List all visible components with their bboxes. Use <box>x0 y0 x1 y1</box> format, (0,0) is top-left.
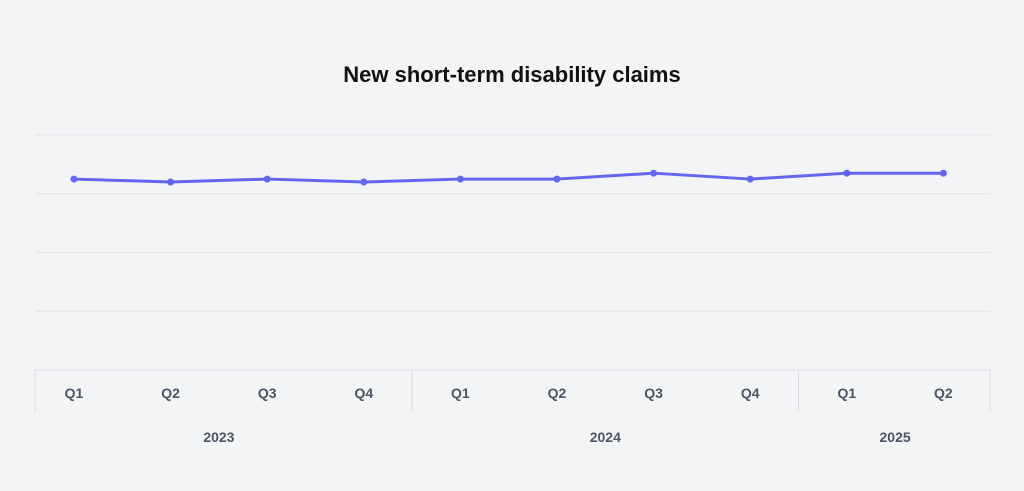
x-tick-label: Q3 <box>644 385 663 401</box>
x-tick-label: Q4 <box>741 385 760 401</box>
data-point <box>360 178 368 186</box>
data-point <box>70 175 78 183</box>
x-tick-label: Q4 <box>354 385 373 401</box>
data-point <box>553 175 561 183</box>
data-point <box>939 169 947 177</box>
x-tick-label: Q3 <box>258 385 277 401</box>
x-tick-label: Q2 <box>161 385 180 401</box>
x-tick-label: Q1 <box>65 385 84 401</box>
x-tick-label: Q2 <box>934 385 953 401</box>
data-point <box>746 175 754 183</box>
data-point <box>843 169 851 177</box>
data-point <box>263 175 271 183</box>
series-line <box>73 171 944 184</box>
data-point <box>456 175 464 183</box>
group-label-2024: 2024 <box>590 429 621 445</box>
x-tick-label: Q1 <box>451 385 470 401</box>
group-label-2025: 2025 <box>880 429 911 445</box>
chart-title: New short-term disability claims <box>343 62 681 87</box>
x-tick-label: Q2 <box>548 385 567 401</box>
x-tick-label: Q1 <box>837 385 856 401</box>
data-point <box>650 169 658 177</box>
data-point <box>167 178 175 186</box>
group-label-2023: 2023 <box>203 429 234 445</box>
